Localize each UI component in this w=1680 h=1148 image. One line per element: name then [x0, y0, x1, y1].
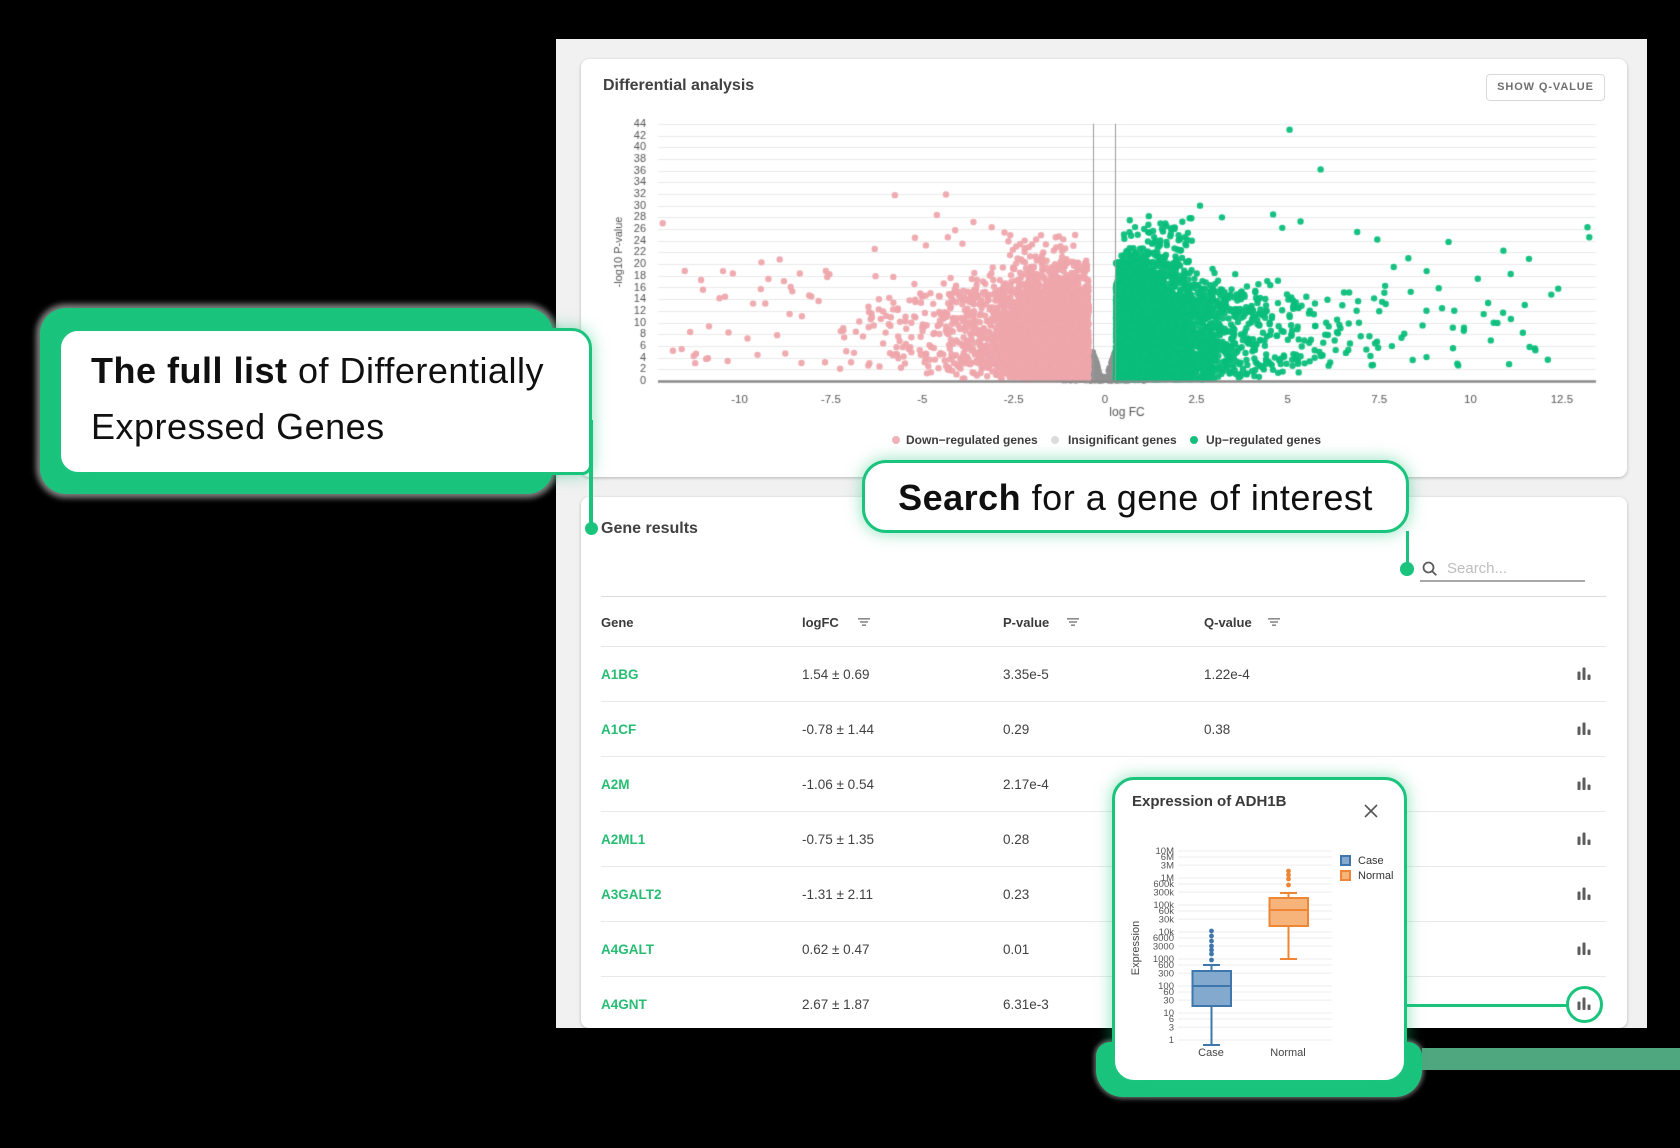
svg-text:1000: 1000: [1153, 954, 1174, 965]
svg-text:Case: Case: [1358, 855, 1384, 867]
svg-text:10: 10: [1163, 1008, 1174, 1019]
svg-text:600: 600: [1158, 960, 1174, 971]
svg-text:Expression: Expression: [1130, 921, 1142, 975]
svg-text:100: 100: [1158, 981, 1174, 992]
svg-text:3000: 3000: [1153, 941, 1174, 952]
svg-text:6: 6: [1169, 1014, 1174, 1025]
svg-text:60k: 60k: [1159, 906, 1175, 917]
svg-text:Case: Case: [1198, 1047, 1224, 1059]
svg-text:3M: 3M: [1161, 860, 1174, 871]
svg-text:6M: 6M: [1161, 852, 1174, 863]
svg-text:10M: 10M: [1156, 846, 1175, 857]
svg-text:10k: 10k: [1159, 927, 1175, 938]
svg-text:6000: 6000: [1153, 933, 1174, 944]
svg-text:300k: 300k: [1153, 887, 1174, 898]
svg-text:30: 30: [1163, 995, 1174, 1006]
svg-text:Normal: Normal: [1358, 870, 1393, 882]
svg-text:300: 300: [1158, 968, 1174, 979]
svg-text:60: 60: [1163, 987, 1174, 998]
svg-text:1: 1: [1169, 1035, 1174, 1046]
svg-text:3: 3: [1169, 1022, 1174, 1033]
svg-text:100k: 100k: [1153, 900, 1174, 911]
svg-text:1M: 1M: [1161, 873, 1174, 884]
svg-text:30k: 30k: [1159, 914, 1175, 925]
svg-text:600k: 600k: [1153, 879, 1174, 890]
svg-text:Normal: Normal: [1270, 1047, 1305, 1059]
